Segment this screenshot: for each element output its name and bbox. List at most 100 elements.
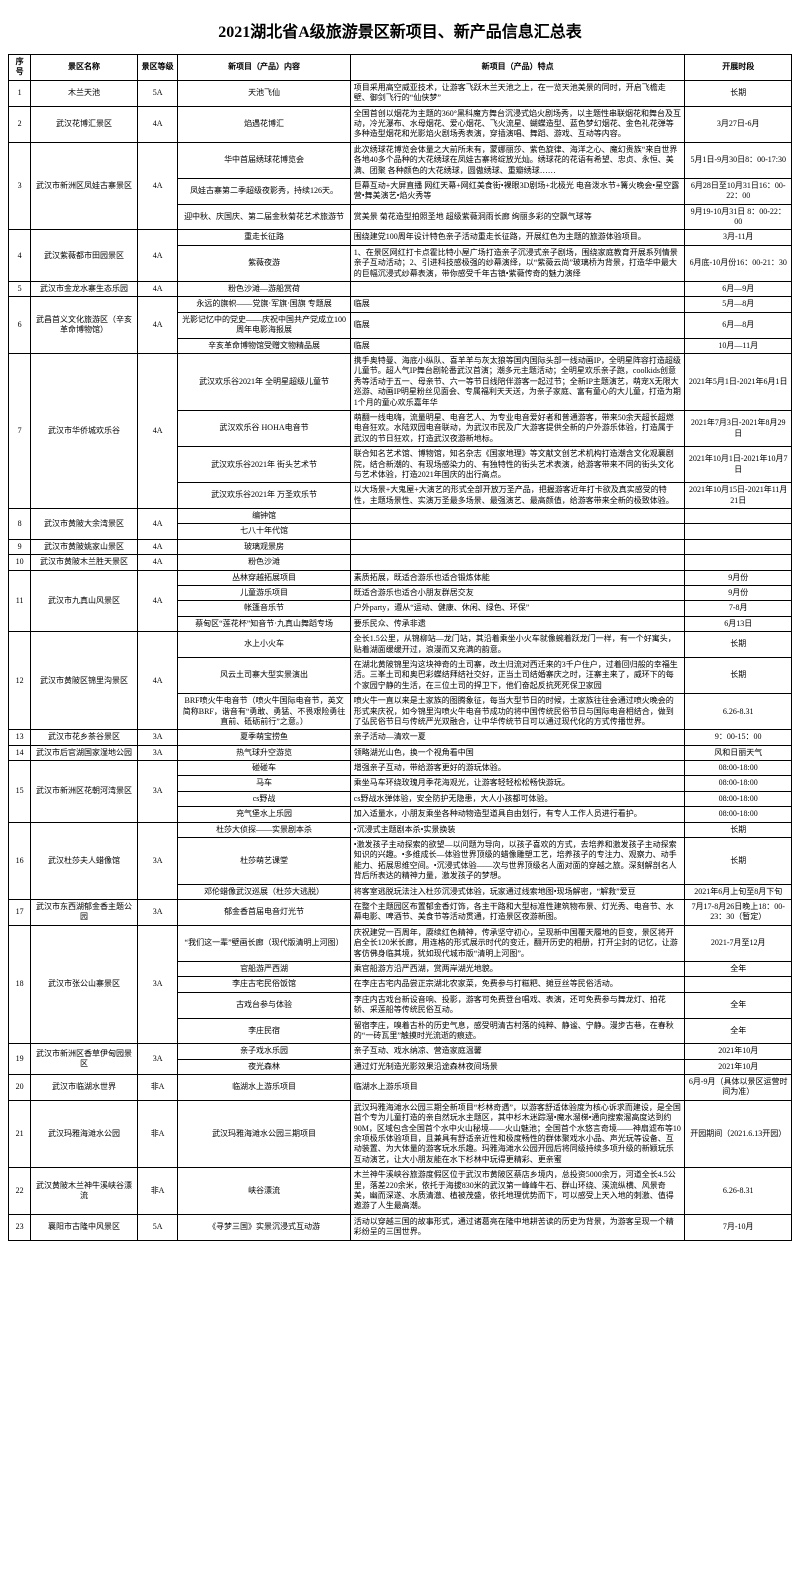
table-row: 17武汉市东西湖郁金香主题公园3A郁金香首届电音灯光节在整个主题园区布置郁金香灯… [9,900,792,926]
cell: 临展 [350,338,685,353]
cell: 9 [9,539,31,554]
cell: 木兰天池 [31,80,137,106]
table-row: 9武汉市黄陂姚家山景区4A玻璃观景房 [9,539,792,554]
cell: 全年 [685,992,792,1018]
cell: 喷火牛一直以来是土家族的图腾象征，每当大型节日的时候，土家族往往会通过喷火晚会的… [350,694,685,730]
cell: 开园期间（2021.6.13开园） [685,1100,792,1167]
table-row: 20武汉市临湖水世界非A临湖水上游乐项目临湖水上游乐项目6月-9月（具体以景区运… [9,1075,792,1101]
cell: 武汉市华侨城欢乐谷 [31,353,137,508]
cell: 5月1日-9月30日8：00-17:30 [685,142,792,178]
cell: 武汉花博汇景区 [31,106,137,142]
cell: 8 [9,509,31,540]
cell: 粉色沙滩 [178,555,350,570]
th-grade: 景区等级 [137,55,178,81]
cell: 长期 [685,632,792,658]
cell: 萌翻一线电嗨，流量明星、电音艺人、为专业电音爱好者和普通游客，带来50余天超长超… [350,410,685,446]
cell: 4A [137,539,178,554]
cell: 08:00-18:00 [685,761,792,776]
cell: 亲子互动、戏水纳凉、营造家庭温馨 [350,1044,685,1059]
cell: 紫薇夜游 [178,245,350,281]
cell [350,524,685,539]
cell: 7-8月 [685,601,792,616]
cell: “我们这一辈”壁画长廊（现代版清明上河图） [178,925,350,961]
cell: 编钟馆 [178,509,350,524]
cell: 1、在景区网红打卡点霍比特小屋广场打造亲子沉浸式亲子剧场，围绕家庭教育开展系列情… [350,245,685,281]
cell: 9月份 [685,570,792,585]
cell: 长期 [685,838,792,885]
cell: 华中首届绣球花博览会 [178,142,350,178]
cell [350,509,685,524]
cell: 临展 [350,297,685,312]
cell: 木兰神牛溪峡谷旅游度假区位于武汉市黄陂区蔡店乡境内，总投资5000余万，河道全长… [350,1168,685,1215]
cell: 要乐民众、传承非遗 [350,616,685,631]
cell: 武汉市黄陂区锦里沟景区 [31,632,137,730]
cell: 非A [137,1168,178,1215]
cell: 庆祝建党一百周年，赓续红色精神，传承坚守初心，呈现新中国覆天履地的巨变，景区将开… [350,925,685,961]
cell: 官船游严西湖 [178,961,350,976]
cell: 16 [9,822,31,899]
cell: 丛林穿越拓展项目 [178,570,350,585]
table-row: 3武汉市新洲区凤娃古寨景区4A华中首届绣球花博览会此次绣球花博览会体量之大前所未… [9,142,792,178]
cell: 七八十年代馆 [178,524,350,539]
cell: 儿童游乐项目 [178,586,350,601]
cell: •激发孩子主动探索的欲望—以问题为导向，以孩子喜欢的方式，去培养和激发孩子主动探… [350,838,685,885]
cell: 留宿李庄，嗅着古朴的历史气息，感受明清古村落的纯粹、静谧、宁静。漫步古巷，在春秋… [350,1018,685,1044]
cell: 2021年6月上旬至8月下旬 [685,884,792,899]
cell: 4A [137,632,178,730]
cell: 2021年5月1日-2021年6月1日 [685,353,792,410]
cell: 武汉市临湖水世界 [31,1075,137,1101]
cell [350,555,685,570]
table-row: 21武汉玛雅海滩水公园非A武汉玛雅海滩水公园三期项目武汉玛雅海滩水公园三期全新项… [9,1100,792,1167]
cell: 5 [9,282,31,297]
cell: 临湖水上游乐项目 [350,1075,685,1101]
cell: 3A [137,745,178,760]
cell: 5A [137,1214,178,1240]
cell: 4A [137,230,178,282]
cell: 此次绣球花博览会体量之大前所未有，蒙娜丽莎、紫色旋律、海洋之心、魔幻贵族“来自世… [350,142,685,178]
cell: 4A [137,509,178,540]
cell: 武汉欢乐谷2021年 万圣欢乐节 [178,483,350,509]
cell: 武汉玛雅海滩水公园三期项目 [178,1100,350,1167]
cell: 携手奥特曼、海底小纵队、喜羊羊与灰太狼等国内国际头部一线动画IP，全明星阵容打造… [350,353,685,410]
cell: 武昌首义文化旅游区（辛亥革命博物馆） [31,297,137,354]
cell: 李庄古宅民俗饭馆 [178,977,350,992]
cell: 李庄民宿 [178,1018,350,1044]
cell: 武汉市新洲区凤娃古寨景区 [31,142,137,230]
cell [685,509,792,524]
cell: 6.26-8.31 [685,1168,792,1215]
th-time: 开展时段 [685,55,792,81]
cell: 在整个主题园区布置郁金香灯饰，各主干路和大型标准性建筑物布景、灯光秀、电音节、水… [350,900,685,926]
cell: cs野战 [178,791,350,806]
cell: 领略湖光山色，换一个视角看中国 [350,745,685,760]
table-row: 19武汉市新洲区香草伊甸园景区3A亲子戏水乐园亲子互动、戏水纳凉、营造家庭温馨2… [9,1044,792,1059]
cell: 11 [9,570,31,632]
cell: 焰遇花博汇 [178,106,350,142]
cell: 2021年10月1日-2021年10月7日 [685,447,792,483]
cell: 襄阳市古隆中风景区 [31,1214,137,1240]
cell: 21 [9,1100,31,1167]
cell: 08:00-18:00 [685,776,792,791]
cell: 帐篷音乐节 [178,601,350,616]
cell: 4A [137,555,178,570]
table-row: 13武汉市花乡茶谷景区3A夏季萌宝捞鱼亲子活动—清欢一夏9：00-15：00 [9,730,792,745]
cell: 19 [9,1044,31,1075]
cell: 乘官船游方沿严西湖，赏两岸湖光地貌。 [350,961,685,976]
cell: 李庄内古戏台新设音响、投影，游客可免费登台唱戏、表演，还可免费参与舞龙灯、拍花轿… [350,992,685,1018]
cell: 全年 [685,961,792,976]
cell: BRF喷火牛电音节（喷火牛国际电音节，英文简称BRF，谐音有“勇敢、勇猛、不畏艰… [178,694,350,730]
cell: 5A [137,80,178,106]
cell: 4 [9,230,31,282]
cell: •沉浸式主题剧本杀•实景换装 [350,822,685,837]
cell: 夏季萌宝捞鱼 [178,730,350,745]
table-row: 12武汉市黄陂区锦里沟景区4A水上小火车全长1.5公里，从锦柳站—龙门站，其沿着… [9,632,792,658]
table-row: 15武汉市新洲区花朝河湾景区3A碰碰车增强亲子互动，带给游客更好的游玩体验。08… [9,761,792,776]
cell: 水上小火车 [178,632,350,658]
cell: 户外party，遵从“运动、健康、休闲、绿色、环保” [350,601,685,616]
cell: 长期 [685,822,792,837]
page-title: 2021湖北省A级旅游景区新项目、新产品信息汇总表 [8,18,792,42]
cell: 凤娃古寨第二季超级夜影秀，持续126天。 [178,178,350,204]
cell: 在李庄古宅内品尝正宗湖北农家菜，免费参与打糍粑、摊豆丝等民俗活动。 [350,977,685,992]
cell: 武汉市花乡茶谷景区 [31,730,137,745]
cell: 全年 [685,1018,792,1044]
cell: 3A [137,925,178,1044]
